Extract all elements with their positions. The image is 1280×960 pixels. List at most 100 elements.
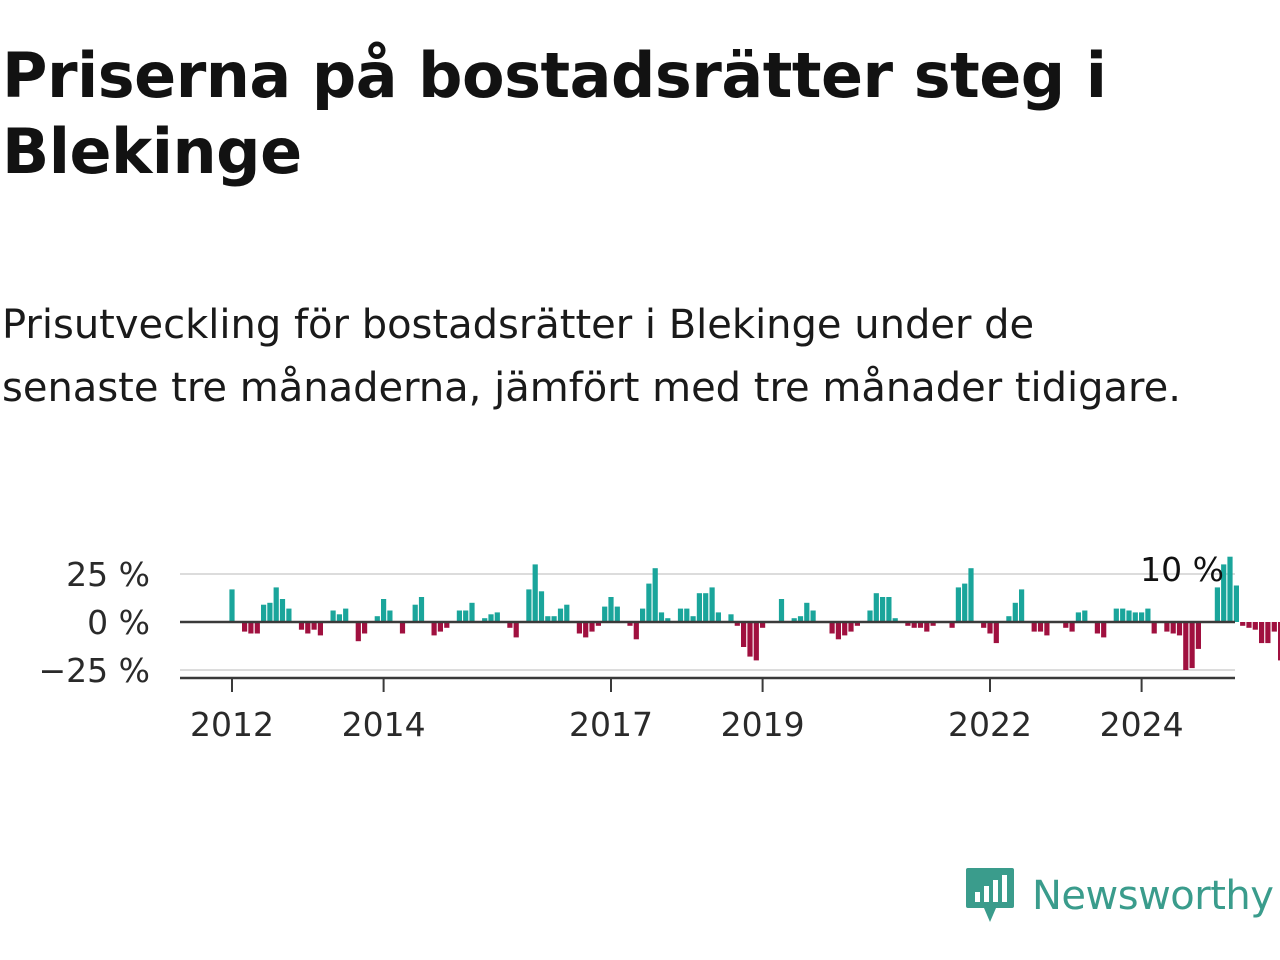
- bar: [463, 610, 469, 622]
- bar: [362, 622, 368, 634]
- bar: [267, 602, 273, 622]
- bar: [924, 622, 930, 632]
- bar: [381, 599, 387, 622]
- bar: [482, 618, 488, 622]
- bar: [279, 599, 286, 622]
- bar: [469, 602, 475, 622]
- bar: [1151, 622, 1157, 634]
- bar: [665, 618, 671, 622]
- bar: [1271, 622, 1277, 632]
- bar: [747, 622, 753, 657]
- bar: [1214, 587, 1220, 622]
- bar: [658, 612, 665, 622]
- bar: [336, 614, 342, 622]
- x-tick-label: 2022: [948, 705, 1032, 744]
- bar: [930, 622, 936, 626]
- bar: [576, 622, 582, 634]
- bar: [696, 593, 702, 622]
- bar: [1252, 622, 1258, 630]
- brand-name: Newsworthy: [1032, 873, 1274, 919]
- bar: [804, 602, 810, 622]
- bar-chart: 10 % 25 % 0 % −25 % 2012 2014 2017 2019 2022 202…: [39, 550, 1280, 744]
- bar: [1044, 622, 1050, 636]
- bar: [728, 614, 734, 622]
- bar: [248, 622, 254, 634]
- bar: [880, 597, 886, 622]
- bar: [684, 608, 690, 622]
- bar: [595, 622, 601, 626]
- bar: [835, 622, 841, 640]
- bar: [551, 616, 557, 622]
- bar: [1195, 622, 1201, 649]
- bar: [431, 622, 437, 636]
- bar: [1240, 622, 1246, 626]
- bar: [1037, 622, 1044, 632]
- bar: [646, 583, 652, 622]
- bar: [355, 622, 361, 642]
- bar: [867, 610, 873, 622]
- bar: [602, 606, 608, 622]
- bar: [1145, 608, 1151, 622]
- bar: [242, 622, 248, 632]
- last-value-label: 10 %: [1140, 550, 1224, 589]
- bar: [962, 583, 968, 622]
- bar: [734, 622, 740, 626]
- bar: [412, 604, 418, 622]
- chart-bars: [229, 556, 1280, 670]
- bar: [343, 608, 349, 622]
- bar: [703, 593, 709, 622]
- bar: [829, 622, 835, 634]
- bar: [1069, 622, 1075, 632]
- bar: [1094, 622, 1100, 634]
- bar: [1012, 602, 1018, 622]
- bar: [1031, 622, 1037, 632]
- bar: [437, 622, 443, 632]
- bar: [305, 622, 311, 634]
- bar: [1126, 610, 1132, 622]
- bar: [1019, 589, 1025, 622]
- bar: [545, 616, 551, 622]
- bar: [261, 604, 267, 622]
- bar: [1006, 616, 1012, 622]
- bar: [949, 622, 955, 628]
- bar: [741, 622, 747, 647]
- bar: [507, 622, 513, 628]
- bar: [317, 622, 323, 636]
- bar: [589, 622, 595, 632]
- bar: [652, 568, 658, 622]
- bar: [905, 622, 911, 626]
- bar: [917, 622, 924, 628]
- bar: [526, 589, 532, 622]
- bar: [778, 599, 785, 622]
- bar: [1075, 612, 1081, 622]
- bar: [1101, 622, 1107, 638]
- bar: [715, 612, 721, 622]
- bar: [532, 564, 538, 622]
- newsworthy-brand: Newsworthy: [964, 864, 1274, 928]
- bar: [564, 604, 570, 622]
- bar: [608, 597, 614, 622]
- bar: [1132, 612, 1138, 622]
- bar: [968, 568, 974, 622]
- bar: [1221, 564, 1227, 622]
- bar: [254, 622, 260, 634]
- bar: [444, 622, 450, 628]
- bar: [298, 622, 305, 630]
- bar: [911, 622, 917, 628]
- x-tick-label: 2017: [569, 705, 653, 744]
- bar: [791, 618, 797, 622]
- x-tick-label: 2019: [721, 705, 805, 744]
- bar: [848, 622, 854, 632]
- bar: [1170, 622, 1176, 634]
- bar: [273, 587, 279, 622]
- bar: [1265, 622, 1271, 644]
- bar: [583, 622, 589, 638]
- bar: [1139, 612, 1145, 622]
- bar: [627, 622, 633, 626]
- bar: [981, 622, 987, 628]
- bar: [690, 616, 696, 622]
- bar: [955, 587, 961, 622]
- bar: [1082, 610, 1088, 622]
- y-tick-label: 25 %: [66, 555, 150, 594]
- bar: [842, 622, 848, 636]
